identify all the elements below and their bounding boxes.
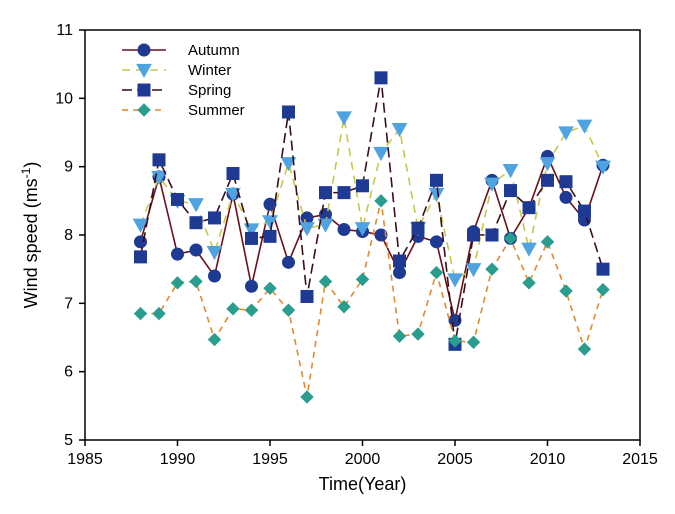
marker-square <box>412 222 424 234</box>
marker-diamond <box>135 308 147 320</box>
marker-circle <box>209 270 221 282</box>
marker-diamond <box>190 275 202 287</box>
y-tick-label: 5 <box>64 432 73 449</box>
y-axis-label: Wind speed (ms-1) <box>19 162 41 309</box>
chart-svg: 1985 1990 1995 2000 2005 2010 2015 5 6 7 8 9 10 11 Tim… <box>0 0 675 514</box>
marker-square <box>597 263 609 275</box>
marker-square <box>505 185 517 197</box>
marker-square <box>542 174 554 186</box>
marker-triangle-down <box>393 123 407 136</box>
marker-square <box>338 187 350 199</box>
marker-triangle-down <box>578 120 592 133</box>
marker-square <box>246 232 258 244</box>
x-axis-label: Time(Year) <box>319 474 407 494</box>
marker-diamond <box>468 336 480 348</box>
marker-diamond <box>412 328 424 340</box>
marker-diamond <box>338 301 350 313</box>
y-tick-label: 11 <box>56 22 73 39</box>
marker-triangle-down <box>374 147 388 160</box>
marker-circle <box>394 267 406 279</box>
marker-diamond <box>542 236 554 248</box>
marker-square <box>320 187 332 199</box>
marker-square <box>486 229 498 241</box>
marker-diamond <box>138 104 150 116</box>
series-autumn <box>135 150 610 326</box>
marker-square <box>209 212 221 224</box>
series-line <box>141 156 604 320</box>
marker-circle <box>560 191 572 203</box>
marker-diamond <box>320 275 332 287</box>
marker-circle <box>190 244 202 256</box>
marker-square <box>135 251 147 263</box>
y-tick-label: 9 <box>64 159 73 176</box>
marker-square <box>227 168 239 180</box>
marker-diamond <box>431 267 443 279</box>
marker-diamond <box>357 273 369 285</box>
marker-diamond <box>597 284 609 296</box>
marker-diamond <box>227 303 239 315</box>
marker-square <box>560 176 572 188</box>
marker-circle <box>338 224 350 236</box>
marker-square <box>468 229 480 241</box>
marker-square <box>301 291 313 303</box>
marker-triangle-down <box>467 264 481 277</box>
marker-diamond <box>246 304 258 316</box>
marker-diamond <box>579 343 591 355</box>
marker-diamond <box>394 330 406 342</box>
series-summer <box>135 195 610 403</box>
marker-square <box>190 217 202 229</box>
x-tick-label: 1990 <box>160 451 196 468</box>
marker-square <box>357 180 369 192</box>
marker-square <box>153 154 165 166</box>
wind-speed-chart: 1985 1990 1995 2000 2005 2010 2015 5 6 7 8 9 10 11 Tim… <box>0 0 675 514</box>
legend-label: Autumn <box>188 42 240 59</box>
legend: Autumn Winter Spring Summer <box>122 42 245 119</box>
marker-triangle-down <box>504 164 518 177</box>
marker-circle <box>283 256 295 268</box>
marker-triangle-down <box>189 199 203 212</box>
y-tick-label: 7 <box>64 295 73 312</box>
marker-square <box>283 106 295 118</box>
marker-circle <box>172 248 184 260</box>
x-tick-label: 2000 <box>345 451 381 468</box>
legend-label: Spring <box>188 82 231 99</box>
marker-diamond <box>283 304 295 316</box>
y-tick-label: 8 <box>64 227 73 244</box>
marker-triangle-down <box>448 274 462 287</box>
marker-square <box>579 205 591 217</box>
marker-diamond <box>301 391 313 403</box>
marker-circle <box>431 236 443 248</box>
marker-triangle-down <box>559 127 573 140</box>
marker-square <box>523 202 535 214</box>
marker-square <box>172 193 184 205</box>
marker-diamond <box>375 195 387 207</box>
marker-diamond <box>486 263 498 275</box>
x-tick-label: 2010 <box>530 451 566 468</box>
marker-square <box>431 174 443 186</box>
marker-diamond <box>560 285 572 297</box>
marker-square <box>138 84 150 96</box>
marker-square <box>375 72 387 84</box>
marker-diamond <box>209 334 221 346</box>
marker-square <box>394 255 406 267</box>
legend-label: Summer <box>188 102 245 119</box>
marker-diamond <box>172 277 184 289</box>
marker-diamond <box>523 277 535 289</box>
y-tick-label: 6 <box>64 364 73 381</box>
marker-triangle-down <box>522 243 536 256</box>
legend-label: Winter <box>188 62 231 79</box>
marker-diamond <box>153 308 165 320</box>
marker-circle <box>138 44 150 56</box>
x-tick-label: 1985 <box>67 451 103 468</box>
marker-circle <box>246 280 258 292</box>
x-tick-label: 1995 <box>252 451 288 468</box>
marker-triangle-down <box>337 112 351 125</box>
x-tick-label: 2015 <box>622 451 658 468</box>
y-tick-label: 10 <box>55 90 73 107</box>
marker-square <box>264 230 276 242</box>
series-line <box>141 117 604 279</box>
x-tick-label: 2005 <box>437 451 473 468</box>
